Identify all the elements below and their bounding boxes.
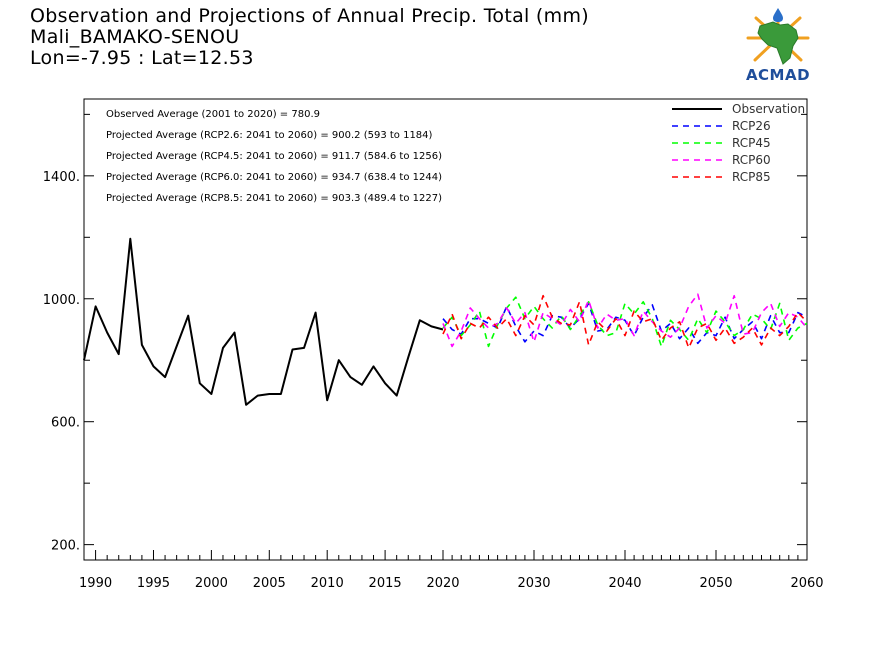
stat-rcp85: Projected Average (RCP8.5: 2041 to 2060)… (106, 193, 442, 204)
x-tick-label: 2060 (790, 576, 823, 591)
stat-rcp60: Projected Average (RCP6.0: 2041 to 2060)… (106, 172, 442, 183)
legend-label-rcp45: RCP45 (732, 136, 771, 150)
x-tick-label: 2005 (253, 576, 286, 591)
legend-label-rcp85: RCP85 (732, 170, 771, 184)
y-tick-label: 1000. (43, 293, 80, 308)
y-tick-label: 1400. (43, 170, 80, 185)
stat-observed: Observed Average (2001 to 2020) = 780.9 (106, 109, 320, 120)
legend-label-observation: Observation (732, 102, 805, 116)
x-tick-label: 1990 (79, 576, 112, 591)
stats-annotations: Observed Average (2001 to 2020) = 780.9 … (106, 109, 442, 204)
y-tick-label: 200. (51, 539, 80, 554)
stat-rcp26: Projected Average (RCP2.6: 2041 to 2060)… (106, 130, 433, 141)
x-tick-label: 2040 (608, 576, 641, 591)
station-coordinates: Lon=-7.95 : Lat=12.53 (30, 47, 254, 69)
chart-title-block: Observation and Projections of Annual Pr… (30, 6, 589, 69)
legend-label-rcp26: RCP26 (732, 119, 771, 133)
acmad-logo: ACMAD (738, 8, 818, 84)
plot-frame (83, 98, 808, 561)
x-tick-label: 2000 (195, 576, 228, 591)
x-tick-label: 2010 (311, 576, 344, 591)
series-line-rcp60 (442, 293, 808, 348)
x-tick-label: 2015 (369, 576, 402, 591)
chart-axes: 200. 600. 1000. 1400. 1990 1995 2000 2005 2010 20… (43, 113, 824, 591)
x-tick-label: 2020 (426, 576, 459, 591)
series-line-observation (83, 237, 444, 406)
series-line-rcp85 (442, 294, 808, 349)
acmad-logo-text: ACMAD (745, 66, 811, 84)
africa-map-logo-icon (746, 8, 810, 65)
chart-series (83, 237, 808, 406)
x-tick-label: 2050 (699, 576, 732, 591)
x-tick-label: 1995 (137, 576, 170, 591)
series-line-rcp26 (442, 302, 808, 345)
series-line-rcp45 (442, 296, 808, 348)
y-tick-label: 600. (51, 416, 80, 431)
chart-legend: Observation RCP26 RCP45 RCP60 RCP85 (672, 102, 805, 184)
x-tick-label: 2030 (517, 576, 550, 591)
station-name: Mali_BAMAKO-SENOU (30, 26, 240, 48)
chart-title: Observation and Projections of Annual Pr… (30, 5, 589, 27)
legend-label-rcp60: RCP60 (732, 153, 771, 167)
stat-rcp45: Projected Average (RCP4.5: 2041 to 2060)… (106, 151, 442, 162)
